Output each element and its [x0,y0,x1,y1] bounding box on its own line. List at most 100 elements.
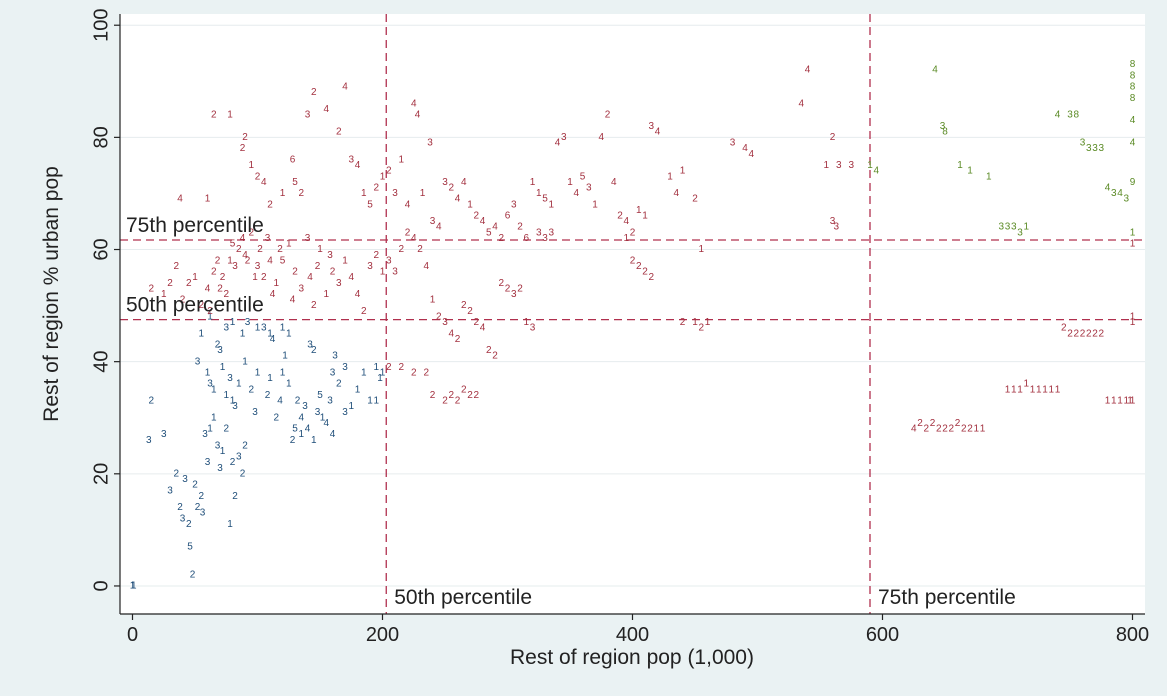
data-point-mid-17: 2 [336,126,342,137]
data-point-high-25: 8 [1130,93,1136,104]
data-point-high-24: 8 [1130,82,1136,93]
data-point-mid-21: 1 [361,188,367,199]
data-point-low-2: 3 [146,435,152,446]
data-point-mid-51: 5 [542,194,548,205]
data-point-mid-221: 1 [1130,317,1136,328]
data-point-mid-136: 3 [367,261,373,272]
data-point-high-28: 9 [1130,177,1136,188]
data-point-mid-23: 2 [373,182,379,193]
ref-label-y-3: 50th percentile [126,294,264,317]
data-point-mid-54: 3 [561,132,567,143]
data-point-high-17: 3 [1098,143,1104,154]
data-point-mid-109: 1 [252,272,258,283]
data-point-low-57: 2 [290,435,296,446]
data-point-mid-67: 1 [642,211,648,222]
data-point-mid-151: 2 [461,300,467,311]
data-point-mid-56: 4 [573,188,579,199]
data-point-mid-140: 3 [392,267,398,278]
data-point-mid-143: 4 [411,233,417,244]
data-point-mid-204: 1 [1042,384,1048,395]
data-point-low-13: 2 [192,480,198,491]
data-point-mid-115: 4 [270,289,276,300]
data-point-mid-22: 5 [367,199,373,210]
data-point-mid-185: 1 [705,317,711,328]
data-point-mid-131: 3 [336,278,342,289]
data-point-mid-162: 3 [530,323,536,334]
data-point-mid-126: 2 [315,261,321,272]
data-point-low-67: 1 [320,412,326,423]
data-point-mid-77: 4 [748,149,754,160]
data-point-mid-132: 1 [342,255,348,266]
data-point-mid-57: 5 [580,171,586,182]
data-point-mid-216: 1 [1117,396,1123,407]
data-points: 1132332233252222333113312122322311313113… [130,59,1136,591]
data-point-high-0: 4 [932,65,938,76]
data-point-low-91: 1 [230,317,236,328]
data-point-mid-111: 2 [257,244,263,255]
data-point-mid-52: 1 [548,199,554,210]
data-point-mid-130: 2 [330,267,336,278]
data-point-mid-41: 4 [480,216,486,227]
data-point-low-44: 1 [242,356,248,367]
ref-label-x-0: 50th percentile [394,586,532,609]
data-point-mid-65: 2 [630,227,636,238]
data-point-mid-98: 2 [217,283,223,294]
data-point-mid-209: 2 [1073,328,1079,339]
data-point-high-2: 8 [942,126,948,137]
data-point-low-63: 3 [307,339,313,350]
reference-lines [120,14,1145,614]
data-point-mid-116: 1 [273,278,279,289]
data-point-low-30: 2 [242,440,248,451]
data-point-low-78: 1 [373,362,379,373]
data-point-high-4: 1 [967,166,973,177]
data-point-high-16: 3 [1092,143,1098,154]
data-point-mid-91: 2 [186,278,192,289]
data-point-mid-69: 4 [655,126,661,137]
data-point-high-15: 3 [1086,143,1092,154]
data-point-low-46: 3 [252,407,258,418]
data-point-mid-214: 1 [1105,396,1111,407]
y-axis: 0 20 40 60 80 100 [90,9,121,614]
data-point-low-5: 3 [167,485,173,496]
data-point-low-14: 2 [195,502,201,513]
data-point-low-0: 1 [130,581,136,592]
data-point-mid-169: 2 [423,368,429,379]
data-point-low-15: 2 [198,491,204,502]
data-point-mid-87: 1 [161,289,167,300]
data-point-mid-102: 5 [230,239,236,250]
data-point-low-38: 1 [223,390,229,401]
data-point-mid-2: 2 [211,110,217,121]
data-point-low-20: 1 [211,412,217,423]
data-point-low-42: 1 [236,379,242,390]
y-tick-label-0: 0 [90,580,112,591]
data-point-high-31: 4 [873,166,879,177]
data-point-low-28: 3 [236,452,242,463]
data-point-low-50: 1 [267,373,273,384]
data-point-mid-24: 1 [380,171,386,182]
data-point-high-19: 3 [1111,188,1117,199]
data-point-low-89: 1 [255,323,261,334]
data-point-mid-10: 1 [280,188,286,199]
data-point-low-56: 1 [286,379,292,390]
data-point-low-40: 1 [230,396,236,407]
data-point-mid-75: 3 [730,138,736,149]
data-point-mid-72: 1 [680,166,686,177]
data-point-mid-144: 2 [417,244,423,255]
data-point-mid-59: 1 [592,199,598,210]
data-point-mid-90: 2 [180,295,186,306]
ref-label-y-2: 75th percentile [126,214,264,237]
data-point-mid-184: 2 [698,323,704,334]
data-point-mid-171: 2 [442,396,448,407]
data-point-mid-68: 3 [648,121,654,132]
data-point-mid-182: 2 [680,317,686,328]
data-point-low-27: 2 [232,491,238,502]
data-point-mid-25: 2 [386,166,392,177]
data-point-mid-200: 1 [1017,384,1023,395]
data-point-mid-191: 2 [942,424,948,435]
data-point-mid-1: 1 [205,194,211,205]
data-point-mid-160: 2 [517,283,523,294]
data-point-mid-0: 4 [177,194,183,205]
data-point-mid-173: 2 [455,396,461,407]
data-point-mid-177: 1 [623,233,629,244]
data-point-mid-123: 3 [305,233,311,244]
